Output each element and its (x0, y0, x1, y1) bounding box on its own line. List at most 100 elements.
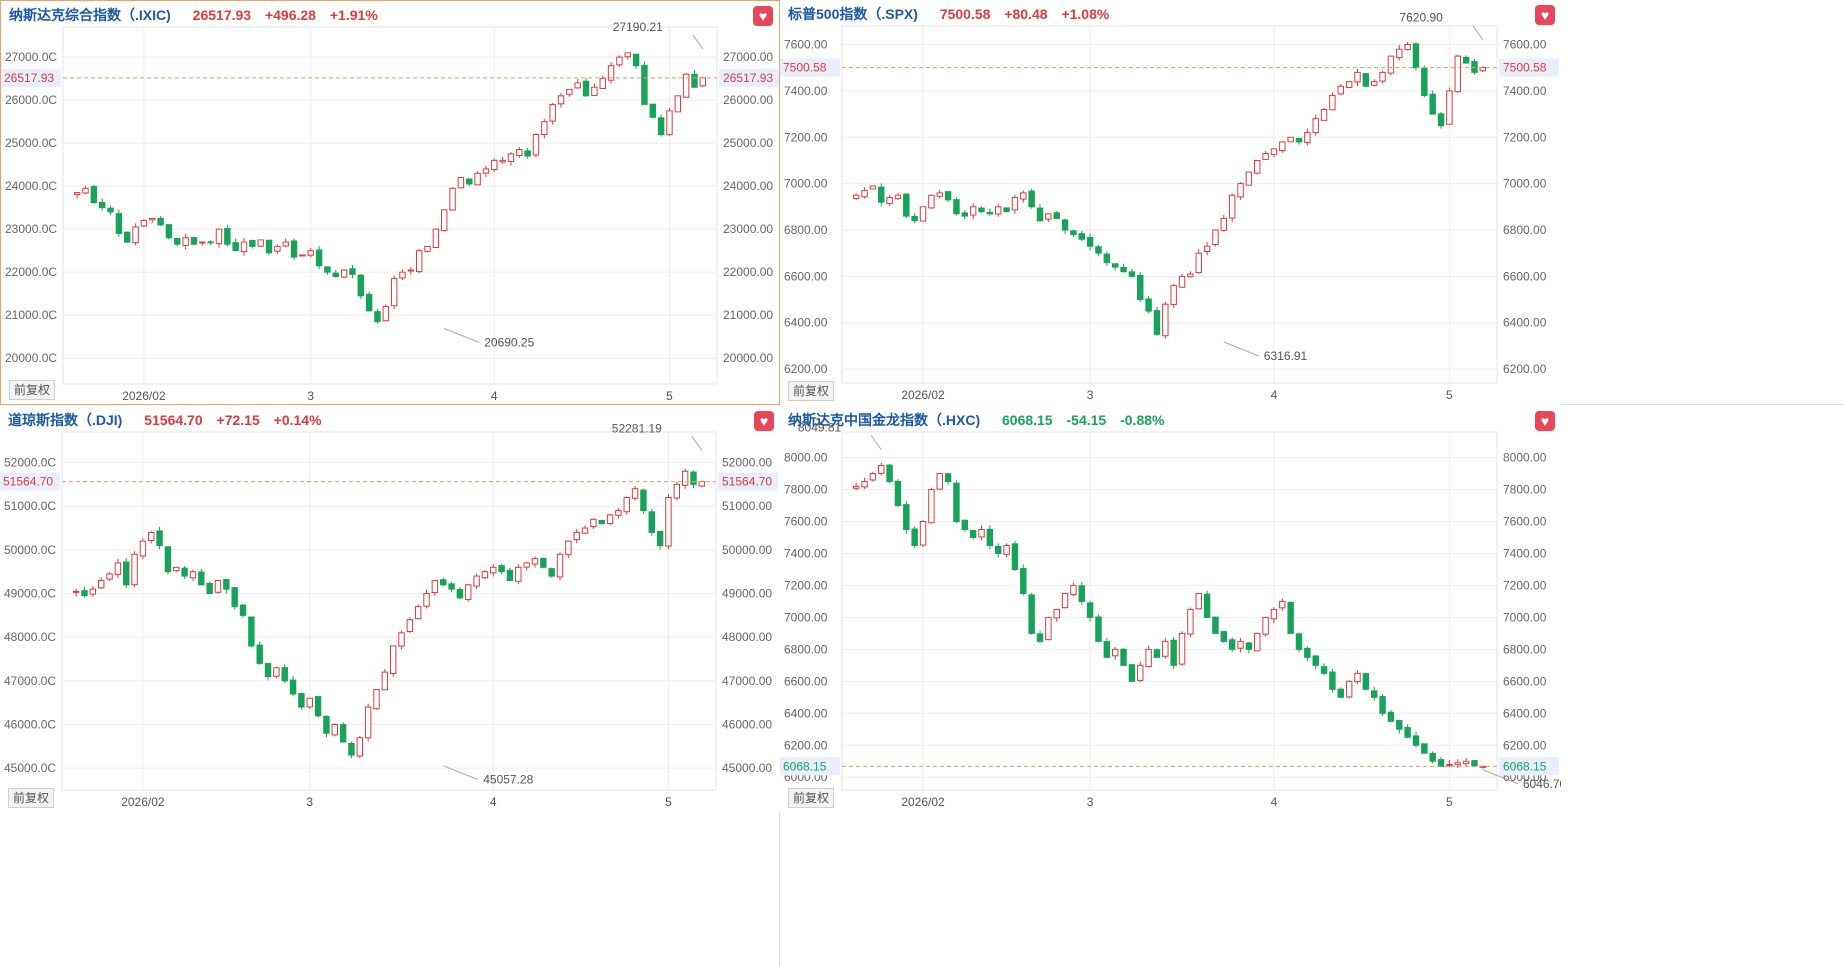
candle-body[interactable] (1379, 696, 1386, 714)
candle-body[interactable] (1429, 93, 1436, 115)
candle-body[interactable] (969, 206, 977, 216)
candle-body[interactable] (566, 88, 573, 95)
candle-body[interactable] (1362, 73, 1370, 87)
candle-body[interactable] (424, 245, 431, 252)
candlestick-chart[interactable]: 6200.00 6200.00 6400.00 6400.00 6600.00 6600.… (780, 0, 1561, 405)
candle-body[interactable] (373, 689, 380, 710)
candle-body[interactable] (1137, 664, 1144, 681)
candle-body[interactable] (1312, 655, 1319, 666)
candle-body[interactable] (248, 616, 255, 647)
candle-body[interactable] (1137, 274, 1144, 301)
heart-icon[interactable]: ♥ (1535, 411, 1555, 431)
candle-body[interactable] (1396, 719, 1403, 730)
candle-body[interactable] (264, 663, 272, 677)
candle-body[interactable] (72, 590, 80, 593)
candle-body[interactable] (1053, 212, 1060, 219)
candle-body[interactable] (390, 278, 398, 307)
candle-body[interactable] (81, 590, 88, 597)
candle-body[interactable] (1404, 727, 1411, 738)
candle-body[interactable] (1036, 633, 1044, 642)
candle-body[interactable] (1095, 616, 1102, 642)
candle-body[interactable] (1320, 108, 1328, 121)
chart-panel-dji[interactable]: 道琼斯指数（.DJI) 51564.70 +72.15 +0.14% ♥ 450… (0, 406, 780, 812)
candle-body[interactable] (157, 217, 164, 226)
candle-body[interactable] (274, 245, 281, 252)
candle-body[interactable] (861, 190, 868, 198)
candle-body[interactable] (1462, 56, 1470, 64)
candle-body[interactable] (290, 240, 298, 258)
candle-body[interactable] (114, 562, 122, 575)
candle-body[interactable] (107, 207, 114, 213)
candle-body[interactable] (1070, 584, 1077, 596)
candle-body[interactable] (198, 571, 205, 586)
candle-body[interactable] (389, 645, 397, 674)
candle-body[interactable] (1404, 44, 1411, 51)
candle-body[interactable] (331, 724, 338, 736)
candle-body[interactable] (281, 667, 288, 682)
candle-body[interactable] (339, 724, 347, 743)
candle-body[interactable] (1195, 252, 1202, 274)
candle-body[interactable] (869, 473, 877, 481)
candle-body[interactable] (324, 266, 331, 273)
candle-body[interactable] (90, 186, 98, 203)
candle-body[interactable] (919, 521, 927, 546)
candle-body[interactable] (323, 715, 330, 734)
candle-body[interactable] (1220, 217, 1228, 231)
candle-body[interactable] (474, 172, 481, 186)
candle-body[interactable] (1203, 593, 1211, 618)
candle-body[interactable] (232, 242, 239, 252)
candle-body[interactable] (690, 471, 697, 485)
candle-body[interactable] (606, 514, 614, 525)
candle-body[interactable] (1020, 192, 1027, 200)
candle-body[interactable] (852, 485, 860, 489)
chart-panel-hxc[interactable]: 纳斯达克中国金龙指数（.HXC) 6068.15 -54.15 -0.88% ♥… (780, 406, 1561, 812)
candle-body[interactable] (398, 632, 405, 647)
candle-body[interactable] (869, 185, 877, 190)
candle-body[interactable] (1061, 592, 1069, 609)
candle-body[interactable] (174, 237, 181, 245)
candle-body[interactable] (1086, 602, 1094, 618)
candle-body[interactable] (1178, 275, 1186, 288)
candle-body[interactable] (465, 584, 472, 600)
candle-body[interactable] (1036, 207, 1044, 222)
candle-body[interactable] (1203, 245, 1211, 253)
candle-body[interactable] (641, 64, 648, 105)
candle-body[interactable] (356, 737, 364, 757)
candle-body[interactable] (1270, 608, 1278, 620)
candle-body[interactable] (432, 228, 440, 248)
candle-body[interactable] (699, 77, 707, 87)
candle-body[interactable] (1120, 648, 1127, 666)
candle-body[interactable] (314, 696, 322, 717)
candle-body[interactable] (590, 518, 597, 528)
candle-body[interactable] (1086, 237, 1094, 247)
candle-body[interactable] (1354, 672, 1361, 683)
chart-panel-ixic[interactable]: 纳斯达克综合指数（.IXIC) 26517.93 +496.28 +1.91% … (0, 0, 780, 405)
price-adjust-button[interactable]: 前复权 (8, 788, 55, 808)
candlestick-chart[interactable]: 45000.0C 45000.00 46000.0C 46000.00 47000.0C… (0, 406, 780, 812)
candle-body[interactable] (1329, 671, 1336, 690)
candle-body[interactable] (1003, 207, 1010, 212)
candle-body[interactable] (299, 254, 306, 257)
candle-body[interactable] (673, 483, 681, 499)
candle-body[interactable] (207, 241, 214, 244)
candle-body[interactable] (1103, 253, 1111, 263)
candle-body[interactable] (886, 197, 893, 205)
candle-body[interactable] (1396, 48, 1403, 59)
heart-icon[interactable]: ♥ (754, 411, 774, 431)
candle-body[interactable] (1212, 616, 1219, 634)
candle-body[interactable] (1304, 132, 1311, 143)
candle-body[interactable] (506, 569, 514, 581)
candle-body[interactable] (1237, 640, 1244, 649)
candle-body[interactable] (1337, 688, 1344, 698)
candle-body[interactable] (307, 250, 314, 256)
candle-body[interactable] (131, 553, 138, 586)
candle-body[interactable] (407, 269, 415, 272)
candle-body[interactable] (698, 481, 706, 487)
candle-body[interactable] (340, 269, 348, 278)
candle-body[interactable] (1254, 632, 1261, 652)
candle-body[interactable] (1437, 759, 1445, 767)
candle-body[interactable] (1362, 673, 1370, 690)
candle-body[interactable] (582, 80, 590, 97)
candle-body[interactable] (1454, 762, 1461, 766)
